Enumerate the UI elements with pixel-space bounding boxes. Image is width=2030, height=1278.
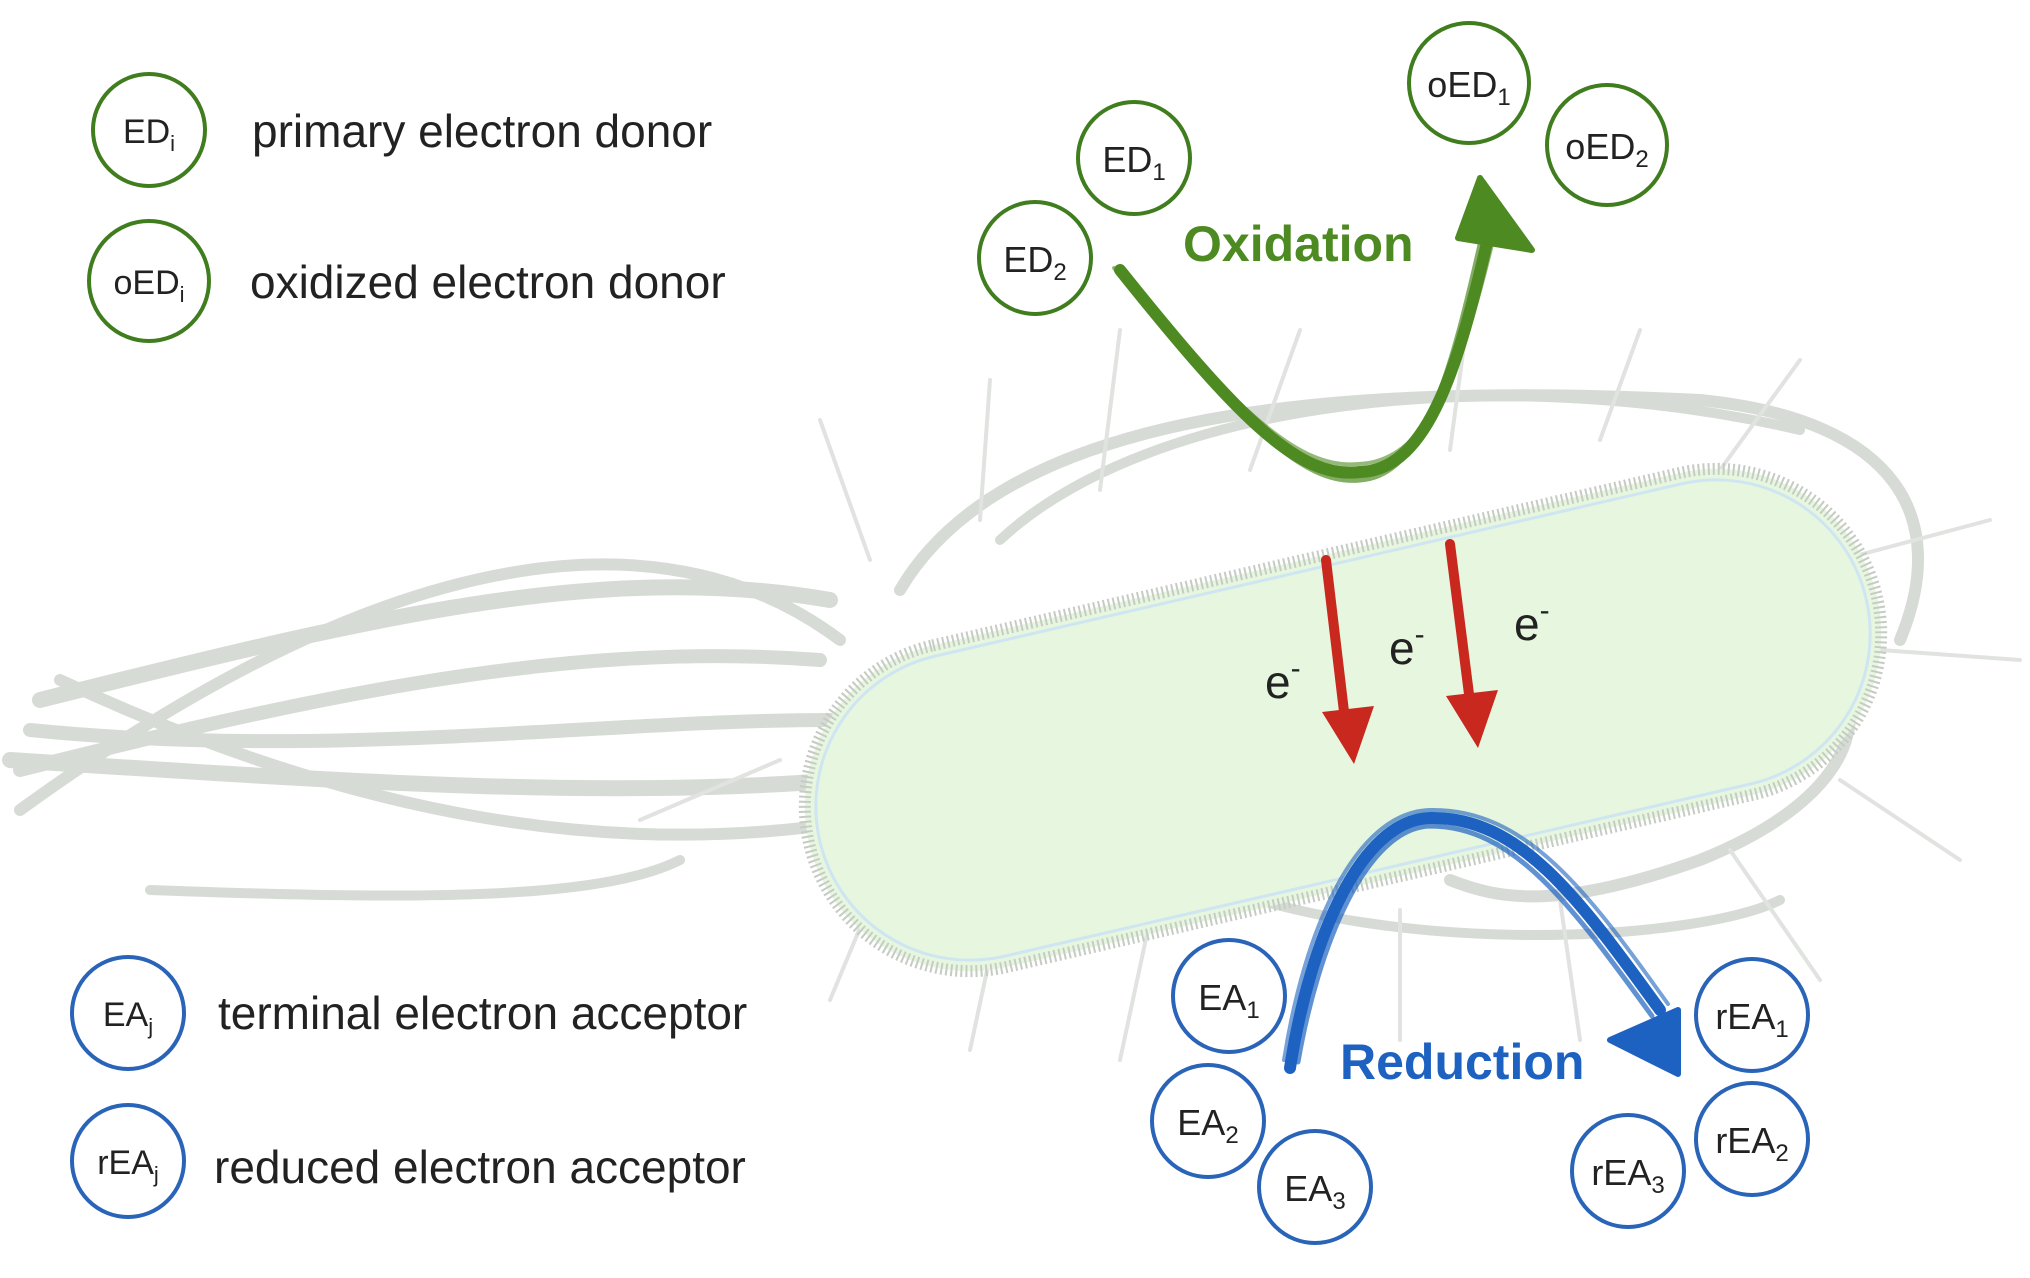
svg-text:oED1: oED1	[1427, 64, 1510, 111]
legend-oxidized-donor-subscript: i	[180, 282, 185, 307]
molecule-rea2: rEA2	[1694, 1081, 1810, 1197]
flagella	[2, 389, 1925, 940]
legend-acceptor: EAj terminal electron acceptor	[70, 955, 747, 1071]
svg-text:EA2: EA2	[1177, 1102, 1238, 1149]
molecule-oed2: oED2	[1545, 83, 1669, 207]
molecule-ea1: EA1	[1171, 938, 1287, 1054]
electron-label-1-charge: -	[1291, 652, 1301, 685]
reduction-label: Reduction	[1340, 1034, 1584, 1090]
oxidation-arrowhead	[1455, 175, 1535, 253]
legend-donor-symbol: ED	[123, 113, 170, 151]
molecule-ed2: ED2	[977, 200, 1093, 316]
legend-donor: EDi primary electron donor	[91, 72, 712, 188]
electron-label-3-symbol: e	[1514, 598, 1540, 650]
legend-oxidized-donor-circle	[87, 219, 211, 343]
legend-acceptor-circle	[70, 955, 186, 1071]
molecule-oed2-subscript: 2	[1635, 146, 1648, 173]
legend-donor-circle	[91, 72, 207, 188]
molecule-ea1-subscript: 1	[1246, 997, 1259, 1024]
electron-label-2-charge: -	[1415, 618, 1425, 651]
svg-text:ED1: ED1	[1102, 139, 1165, 186]
legend-reduced-acceptor-text: reduced electron acceptor	[214, 1141, 746, 1193]
molecule-ed2-subscript: 2	[1053, 259, 1066, 286]
molecule-oed1-symbol: oED	[1427, 64, 1497, 105]
svg-text:ED2: ED2	[1003, 239, 1066, 286]
svg-text:EAj: EAj	[103, 996, 153, 1039]
molecule-oed1-subscript: 1	[1497, 84, 1510, 111]
reduction-arrow	[1282, 807, 1681, 1077]
legend-donor-subscript: i	[170, 131, 175, 156]
molecule-ea2-subscript: 2	[1225, 1122, 1238, 1149]
molecule-ea3-subscript: 3	[1332, 1188, 1345, 1215]
legend-acceptor-text: terminal electron acceptor	[218, 987, 747, 1039]
molecule-ea2: EA2	[1150, 1063, 1266, 1179]
electron-label-2: e-	[1389, 618, 1425, 674]
molecule-ea1-symbol: EA	[1198, 977, 1246, 1018]
molecule-ed1-symbol: ED	[1102, 139, 1152, 180]
svg-text:oEDi: oEDi	[113, 264, 184, 307]
oxidation-arrow	[1112, 175, 1535, 483]
legend-acceptor-symbol: EA	[103, 996, 149, 1034]
electron-label-2-symbol: e	[1389, 622, 1415, 674]
molecule-rea3: rEA3	[1570, 1113, 1686, 1229]
electron-label-3: e-	[1514, 594, 1550, 650]
electron-arrow-left	[1321, 555, 1374, 764]
molecule-ea3-symbol: EA	[1284, 1168, 1332, 1209]
electron-label-1: e-	[1265, 652, 1301, 708]
electron-arrow-right	[1445, 539, 1498, 748]
molecule-rea2-symbol: rEA	[1715, 1120, 1775, 1161]
molecule-ea3: EA3	[1257, 1129, 1373, 1245]
legend-reduced-acceptor: rEAj reduced electron acceptor	[70, 1103, 746, 1219]
molecule-ed2-symbol: ED	[1003, 239, 1053, 280]
legend-oxidized-donor-text: oxidized electron donor	[250, 256, 726, 308]
svg-text:EDi: EDi	[123, 113, 175, 156]
molecule-oed1: oED1	[1407, 21, 1531, 145]
electron-label-3-charge: -	[1540, 594, 1550, 627]
legend: EDi primary electron donor oEDi oxidized…	[70, 72, 747, 1219]
svg-text:rEA2: rEA2	[1715, 1120, 1788, 1167]
svg-text:rEAj: rEAj	[97, 1144, 159, 1187]
molecule-ea2-symbol: EA	[1177, 1102, 1225, 1143]
molecule-ed1-subscript: 1	[1152, 159, 1165, 186]
molecule-rea3-subscript: 3	[1651, 1172, 1664, 1199]
electron-label-1-symbol: e	[1265, 656, 1291, 708]
oxidation-label: Oxidation	[1183, 216, 1414, 272]
molecule-ed1: ED1	[1076, 100, 1192, 216]
svg-text:rEA1: rEA1	[1715, 996, 1788, 1043]
molecule-rea3-symbol: rEA	[1591, 1152, 1651, 1193]
legend-oxidized-donor-symbol: oED	[113, 264, 179, 302]
legend-reduced-acceptor-circle	[70, 1103, 186, 1219]
reduction-arrowhead	[1607, 1007, 1681, 1077]
molecule-rea1-subscript: 1	[1775, 1016, 1788, 1043]
svg-text:EA1: EA1	[1198, 977, 1259, 1024]
svg-text:rEA3: rEA3	[1591, 1152, 1664, 1199]
legend-donor-text: primary electron donor	[252, 105, 712, 157]
svg-text:oED2: oED2	[1565, 126, 1648, 173]
legend-acceptor-subscript: j	[147, 1014, 153, 1039]
molecule-rea2-subscript: 2	[1775, 1140, 1788, 1167]
molecule-rea1: rEA1	[1694, 957, 1810, 1073]
legend-reduced-acceptor-symbol: rEA	[97, 1144, 154, 1182]
molecule-rea1-symbol: rEA	[1715, 996, 1775, 1037]
molecule-oed2-symbol: oED	[1565, 126, 1635, 167]
electron-arrows	[1321, 539, 1498, 764]
legend-oxidized-donor: oEDi oxidized electron donor	[87, 219, 726, 343]
legend-reduced-acceptor-subscript: j	[153, 1162, 159, 1187]
svg-text:EA3: EA3	[1284, 1168, 1345, 1215]
